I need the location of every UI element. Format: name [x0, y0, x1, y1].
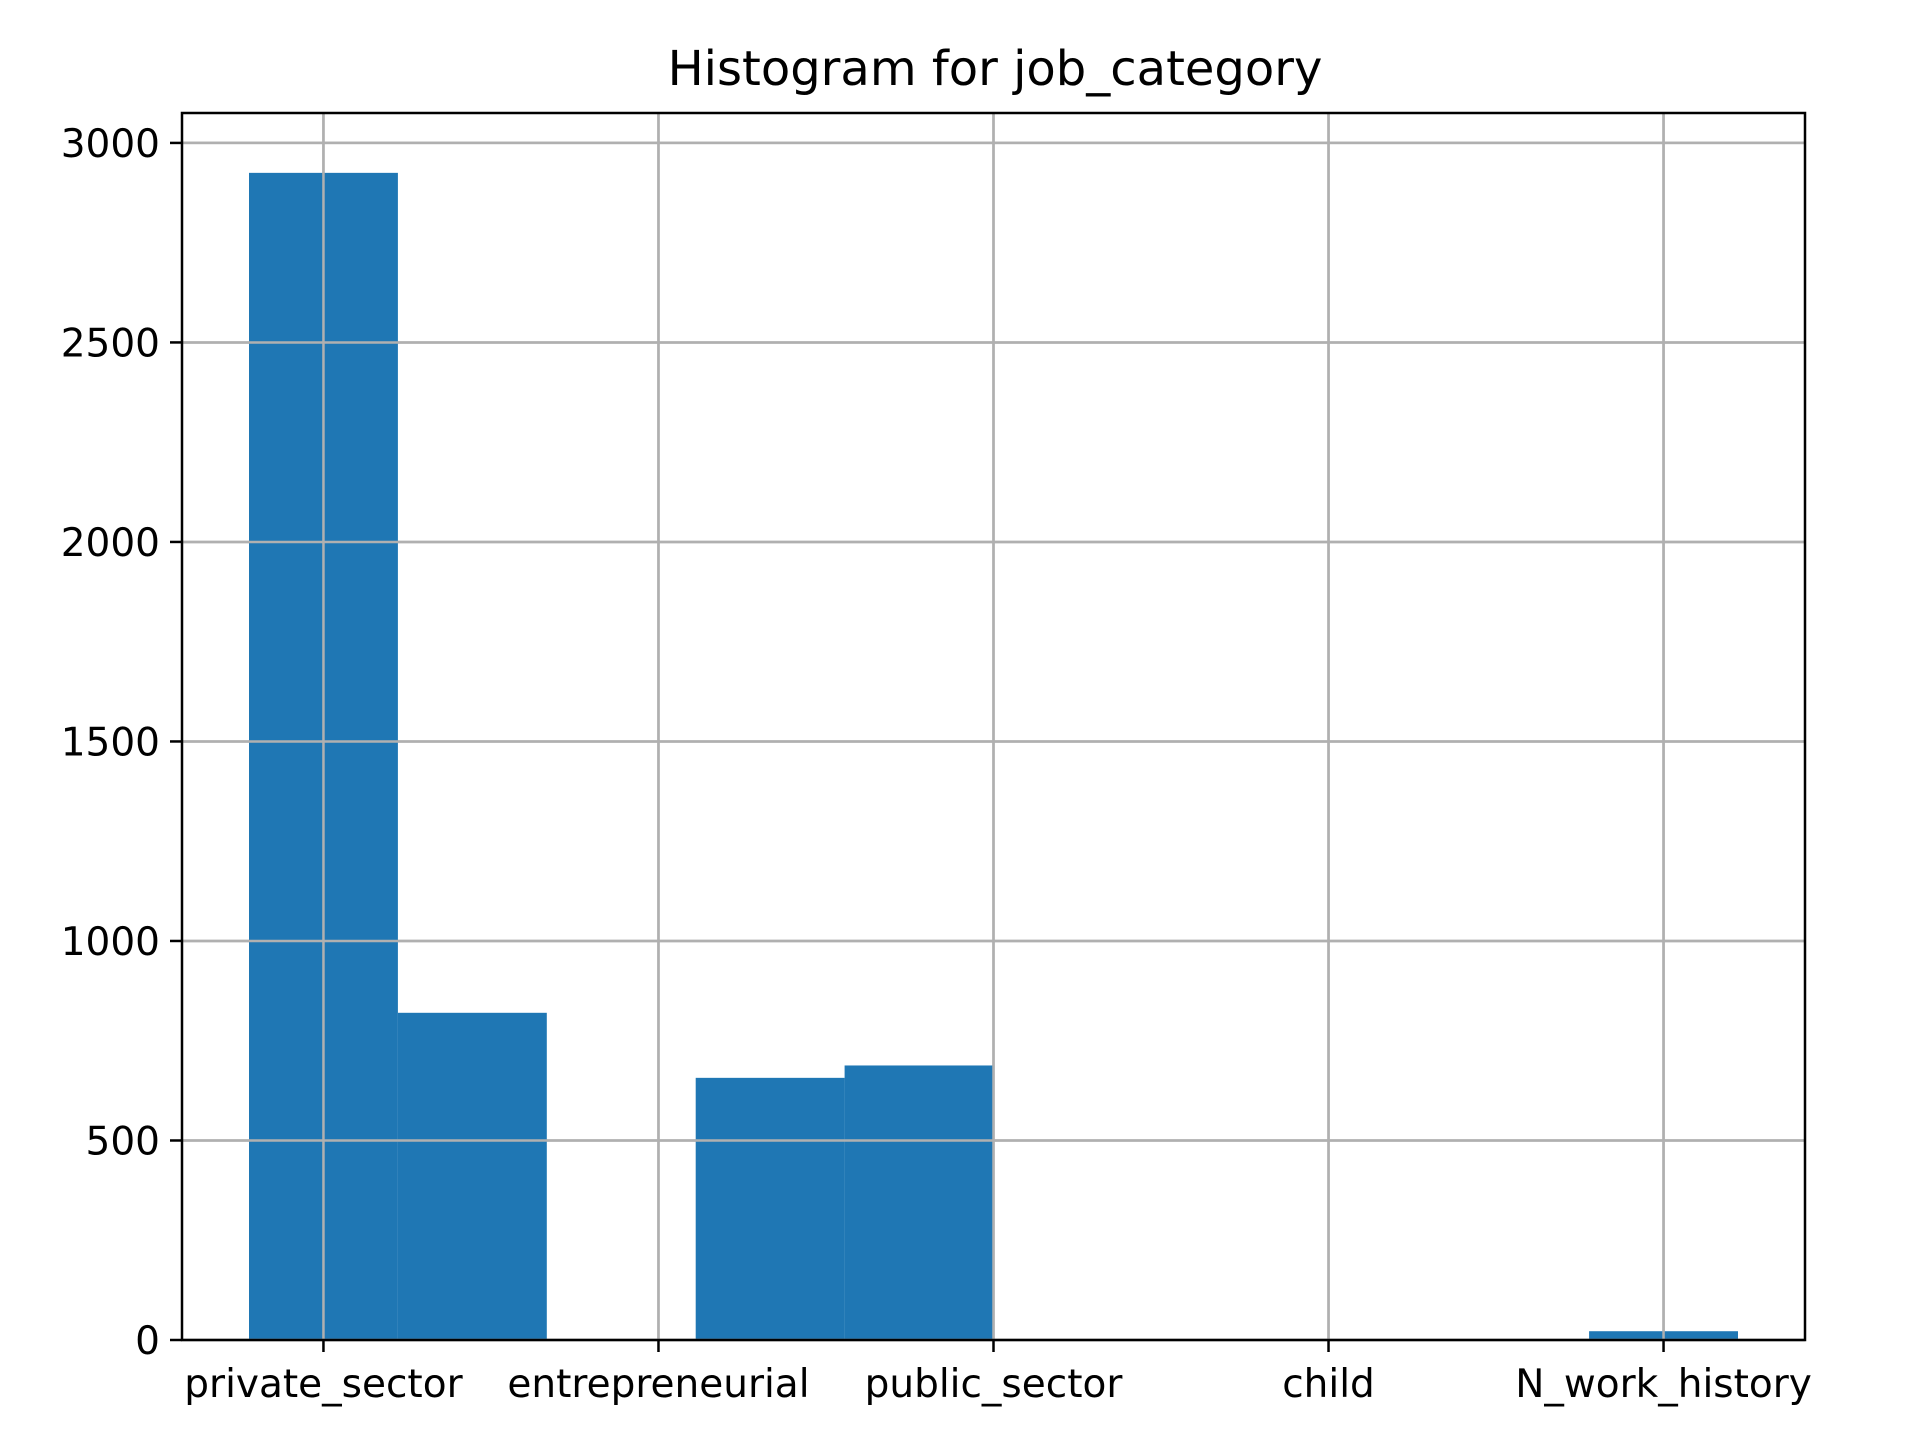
- histogram-bar-1: [397, 1012, 547, 1340]
- bars-layer: [182, 113, 1805, 1342]
- y-tick-label-3: 1500: [61, 720, 160, 765]
- x-tick-label-1: entrepreneurial: [507, 1362, 809, 1407]
- y-tick-label-2: 1000: [61, 920, 160, 965]
- x-tick-label-2: public_sector: [865, 1362, 1124, 1407]
- histogram-bar-3: [695, 1077, 845, 1340]
- histogram-bar-4: [844, 1065, 994, 1340]
- y-tick-label-6: 3000: [61, 122, 160, 167]
- axes-layer: 0 500 1000 1500 2000 2500 3000 private_sector en…: [61, 111, 1812, 1407]
- x-tick-label-0: private_sector: [184, 1362, 463, 1407]
- x-tick-label-3: child: [1282, 1362, 1375, 1407]
- x-tick-label-4: N_work_history: [1515, 1362, 1812, 1407]
- y-tick-label-4: 2000: [61, 521, 160, 566]
- y-tick-label-5: 2500: [61, 321, 160, 366]
- chart-title: Histogram for job_category: [668, 41, 1323, 97]
- y-tick-label-0: 0: [135, 1319, 160, 1364]
- y-tick-label-1: 500: [86, 1119, 160, 1164]
